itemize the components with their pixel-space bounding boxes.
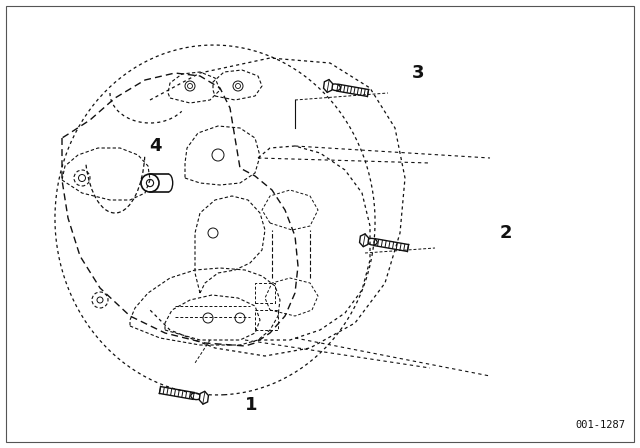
- Polygon shape: [324, 80, 333, 92]
- Ellipse shape: [141, 174, 159, 192]
- Text: 1: 1: [245, 396, 257, 414]
- Text: 2: 2: [500, 224, 513, 242]
- Text: 001-1287: 001-1287: [575, 420, 625, 430]
- Polygon shape: [199, 392, 209, 404]
- Text: 3: 3: [412, 64, 424, 82]
- Polygon shape: [360, 234, 369, 247]
- Text: 4: 4: [148, 137, 161, 155]
